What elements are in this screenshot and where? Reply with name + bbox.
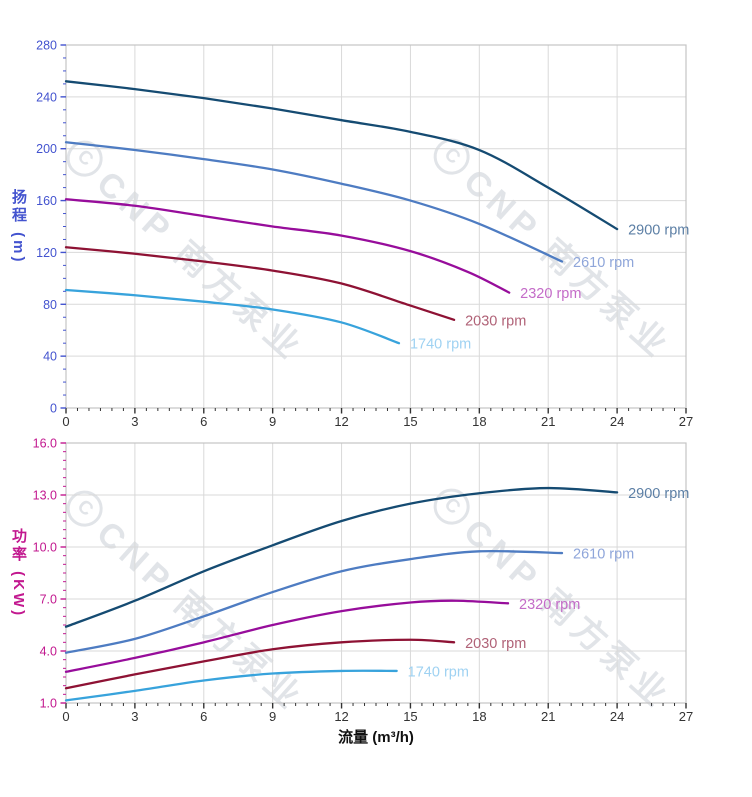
y-tick-label: 13.0: [33, 489, 57, 503]
x-tick-label: 27: [679, 709, 693, 724]
curve-2320-rpm: [64, 198, 511, 294]
series-label-2320-rpm: 2320 rpm: [520, 286, 581, 302]
y-tick-label: 80: [43, 298, 57, 312]
y-tick-label: 240: [36, 90, 57, 104]
y-tick-label: 120: [36, 246, 57, 260]
y-tick-label: 0: [50, 402, 57, 416]
series-label-1740-rpm: 1740 rpm: [408, 664, 469, 680]
x-tick-label: 24: [610, 709, 624, 724]
x-tick-label: 15: [403, 709, 417, 724]
series-label-2320-rpm: 2320 rpm: [519, 597, 580, 613]
curve-2610-rpm: [64, 549, 564, 654]
curve-1740-rpm: [64, 288, 401, 345]
x-tick-label: 12: [334, 709, 348, 724]
x-tick-label: 6: [200, 414, 207, 429]
curve-2320-rpm: [64, 599, 510, 673]
series-label-2610-rpm: 2610 rpm: [573, 255, 634, 271]
series-label-2610-rpm: 2610 rpm: [573, 547, 634, 563]
curve-2030-rpm: [64, 246, 456, 321]
head-chart: 0 3 6 9 12 15 18 21 24 27 0 40 80 120 160 200 240 280 2900…: [36, 39, 693, 430]
series-label-1740-rpm: 1740 rpm: [410, 337, 471, 353]
y-tick-label: 40: [43, 350, 57, 364]
y-tick-label: 280: [36, 39, 57, 53]
x-tick-label: 9: [269, 414, 276, 429]
x-tick-label: 0: [62, 709, 69, 724]
y-tick-label: 16.0: [33, 437, 57, 451]
series-label-2900-rpm: 2900 rpm: [628, 486, 689, 502]
series-label-2900-rpm: 2900 rpm: [628, 223, 689, 239]
x-tick-label: 3: [131, 414, 138, 429]
x-tick-label: 21: [541, 414, 555, 429]
power-chart: 0 3 6 9 12 15 18 21 24 27 1.0 4.0 7.0 10.0 13.0 16.0 290…: [33, 437, 694, 725]
flow-axis-title: 流量 (m³/h): [338, 729, 414, 746]
head-axis-title: 扬程 (m): [10, 188, 27, 265]
x-tick-label: 24: [610, 414, 624, 429]
curve-2900-rpm: [64, 486, 619, 628]
y-tick-label: 1.0: [40, 697, 57, 711]
curve-2030-rpm: [64, 638, 456, 690]
series-label-2030-rpm: 2030 rpm: [465, 313, 526, 329]
y-tick-label: 7.0: [40, 593, 57, 607]
curve-2610-rpm: [64, 141, 564, 263]
series-label-2030-rpm: 2030 rpm: [465, 636, 526, 652]
plot-border: [65, 442, 687, 704]
x-tick-label: 15: [403, 414, 417, 429]
y-tick-label: 200: [36, 142, 57, 156]
curve-2900-rpm: [64, 80, 619, 231]
y-tick-label: 10.0: [33, 541, 57, 555]
curve-1740-rpm: [64, 669, 398, 702]
x-tick-label: 27: [679, 414, 693, 429]
x-tick-label: 3: [131, 709, 138, 724]
x-tick-label: 0: [62, 414, 69, 429]
power-axis-title: 功率 (KW): [10, 527, 27, 619]
x-tick-label: 18: [472, 414, 486, 429]
x-tick-label: 6: [200, 709, 207, 724]
plot-border: [65, 44, 687, 409]
y-tick-label: 160: [36, 194, 57, 208]
y-tick-label: 4.0: [40, 645, 57, 659]
x-tick-label: 18: [472, 709, 486, 724]
x-tick-label: 21: [541, 709, 555, 724]
x-tick-label: 12: [334, 414, 348, 429]
x-tick-label: 9: [269, 709, 276, 724]
